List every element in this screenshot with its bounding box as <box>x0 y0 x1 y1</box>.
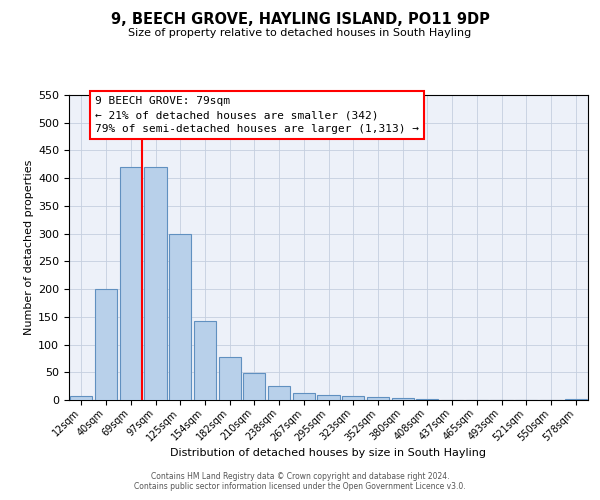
Text: 9, BEECH GROVE, HAYLING ISLAND, PO11 9DP: 9, BEECH GROVE, HAYLING ISLAND, PO11 9DP <box>110 12 490 28</box>
Bar <box>169 234 191 400</box>
Bar <box>392 398 414 400</box>
Bar <box>119 167 142 400</box>
Text: Contains HM Land Registry data © Crown copyright and database right 2024.: Contains HM Land Registry data © Crown c… <box>151 472 449 481</box>
Bar <box>268 386 290 400</box>
Text: 9 BEECH GROVE: 79sqm
← 21% of detached houses are smaller (342)
79% of semi-deta: 9 BEECH GROVE: 79sqm ← 21% of detached h… <box>95 96 419 134</box>
Text: Size of property relative to detached houses in South Hayling: Size of property relative to detached ho… <box>128 28 472 38</box>
Bar <box>95 289 117 400</box>
Bar <box>218 356 241 400</box>
Y-axis label: Number of detached properties: Number of detached properties <box>24 160 34 335</box>
Bar <box>342 396 364 400</box>
Text: Contains public sector information licensed under the Open Government Licence v3: Contains public sector information licen… <box>134 482 466 491</box>
Bar <box>565 399 587 400</box>
Bar <box>194 320 216 400</box>
Bar <box>145 167 167 400</box>
Bar <box>317 395 340 400</box>
X-axis label: Distribution of detached houses by size in South Hayling: Distribution of detached houses by size … <box>170 448 487 458</box>
Bar <box>367 397 389 400</box>
Bar <box>70 396 92 400</box>
Bar <box>243 374 265 400</box>
Bar <box>293 393 315 400</box>
